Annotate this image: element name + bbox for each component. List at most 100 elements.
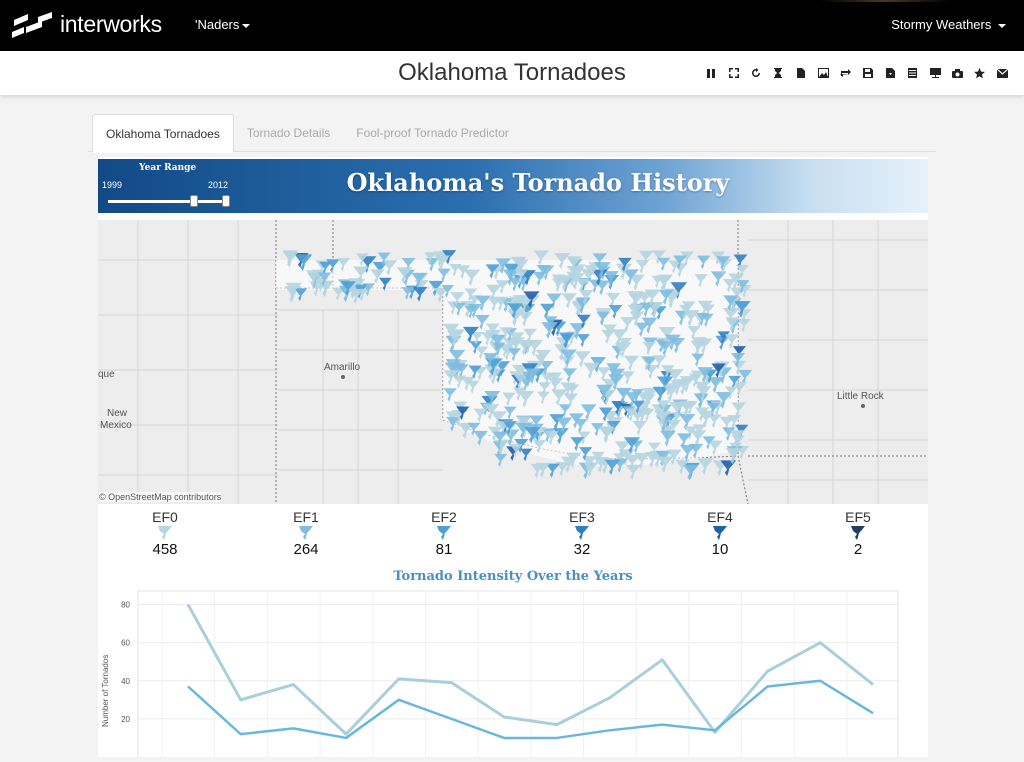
tornado-marker[interactable] — [470, 332, 484, 345]
tornado-marker[interactable] — [733, 254, 748, 269]
tornado-marker[interactable] — [691, 337, 707, 353]
tornado-marker[interactable] — [401, 287, 415, 300]
tornado-marker[interactable] — [614, 441, 631, 457]
tornado-marker[interactable] — [551, 278, 566, 293]
tornado-marker[interactable] — [518, 299, 532, 313]
tornado-marker[interactable] — [560, 456, 578, 473]
tornado-marker[interactable] — [736, 280, 750, 294]
tornado-marker[interactable] — [579, 447, 593, 461]
data-point[interactable] — [872, 712, 875, 715]
tornado-marker[interactable] — [562, 368, 577, 383]
year-range-handle-start[interactable] — [190, 195, 198, 207]
tornado-marker[interactable] — [606, 420, 621, 435]
tornado-marker[interactable] — [551, 274, 566, 289]
tornado-marker[interactable] — [450, 292, 465, 307]
tornado-marker[interactable] — [282, 251, 299, 268]
tornado-marker[interactable] — [664, 292, 681, 309]
tornado-marker[interactable] — [675, 459, 690, 475]
tornado-marker[interactable] — [502, 429, 520, 446]
tornado-marker[interactable] — [560, 349, 577, 367]
tornado-marker[interactable] — [647, 301, 664, 318]
tornado-marker[interactable] — [556, 417, 573, 434]
data-point[interactable] — [187, 603, 190, 606]
tornado-marker[interactable] — [349, 288, 365, 304]
tornado-marker[interactable] — [495, 258, 511, 274]
tornado-marker[interactable] — [437, 268, 451, 282]
tornado-marker[interactable] — [522, 340, 536, 354]
tornado-marker[interactable] — [731, 402, 746, 418]
tornado-marker[interactable] — [611, 329, 628, 346]
tornado-marker[interactable] — [596, 384, 613, 402]
tornado-marker[interactable] — [460, 376, 475, 391]
tornado-marker[interactable] — [336, 258, 351, 272]
export-icon[interactable] — [879, 66, 901, 80]
tornado-marker[interactable] — [317, 272, 332, 287]
tornado-marker[interactable] — [353, 266, 370, 283]
tornado-marker[interactable] — [537, 391, 550, 405]
tornado-marker[interactable] — [656, 411, 672, 426]
data-point[interactable] — [345, 733, 348, 736]
tornado-marker[interactable] — [382, 260, 398, 276]
tornado-marker[interactable] — [475, 346, 489, 360]
tornado-marker[interactable] — [728, 273, 745, 290]
data-point[interactable] — [555, 736, 558, 739]
tornado-marker[interactable] — [456, 265, 471, 279]
tornado-marker[interactable] — [583, 463, 598, 478]
tornado-marker[interactable] — [519, 448, 533, 462]
tornado-marker[interactable] — [715, 392, 733, 409]
tornado-marker[interactable] — [485, 323, 500, 338]
tornado-marker[interactable] — [558, 332, 575, 349]
tornado-marker[interactable] — [546, 293, 562, 309]
tornado-marker[interactable] — [533, 250, 549, 266]
refresh-icon[interactable] — [745, 66, 767, 80]
tornado-marker[interactable] — [577, 431, 591, 445]
tornado-marker[interactable] — [583, 362, 600, 380]
tornado-marker[interactable] — [514, 438, 529, 454]
tornado-marker[interactable] — [698, 410, 715, 428]
tornado-marker[interactable] — [723, 278, 737, 293]
tornado-marker[interactable] — [463, 269, 481, 287]
document-icon[interactable] — [790, 66, 812, 80]
tornado-marker[interactable] — [577, 314, 591, 329]
tornado-marker[interactable] — [667, 419, 682, 434]
tornado-marker[interactable] — [469, 341, 483, 354]
tornado-marker[interactable] — [729, 430, 746, 446]
report-icon[interactable] — [902, 66, 924, 80]
interworks-logo[interactable]: interworks — [12, 11, 162, 38]
tornado-marker[interactable] — [503, 406, 517, 420]
tornado-marker[interactable] — [615, 263, 633, 281]
tornado-marker[interactable] — [694, 274, 708, 288]
camera-icon[interactable] — [946, 66, 968, 80]
tornado-marker[interactable] — [494, 453, 508, 467]
tornado-marker[interactable] — [670, 282, 688, 299]
data-point[interactable] — [345, 736, 348, 739]
tornado-marker[interactable] — [656, 400, 671, 415]
tornado-marker[interactable] — [564, 393, 579, 408]
tornado-marker[interactable] — [540, 303, 555, 319]
email-icon[interactable] — [991, 66, 1013, 80]
tornado-marker[interactable] — [679, 445, 696, 461]
tornado-marker[interactable] — [628, 274, 645, 291]
ef4-legend[interactable]: EF4 10 — [690, 509, 750, 558]
tornado-marker[interactable] — [690, 430, 707, 447]
data-point[interactable] — [397, 698, 400, 701]
tornado-marker[interactable] — [484, 390, 501, 407]
tornado-marker[interactable] — [462, 326, 479, 343]
tornado-marker[interactable] — [317, 280, 335, 298]
tornado-marker[interactable] — [509, 332, 525, 348]
tornado-marker[interactable] — [666, 449, 682, 466]
tornado-marker[interactable] — [411, 272, 427, 289]
tornado-marker[interactable] — [673, 255, 687, 270]
data-point[interactable] — [292, 683, 295, 686]
tornado-marker[interactable] — [707, 414, 722, 429]
tornado-marker[interactable] — [684, 426, 698, 440]
tornado-marker[interactable] — [691, 353, 705, 367]
tornado-marker[interactable] — [576, 297, 591, 312]
data-point[interactable] — [713, 729, 716, 732]
tornado-marker[interactable] — [719, 416, 735, 432]
tornado-marker[interactable] — [580, 404, 597, 421]
data-point[interactable] — [819, 679, 822, 682]
tornado-marker[interactable] — [635, 322, 650, 337]
data-point[interactable] — [608, 729, 611, 732]
tornado-marker[interactable] — [492, 342, 506, 357]
